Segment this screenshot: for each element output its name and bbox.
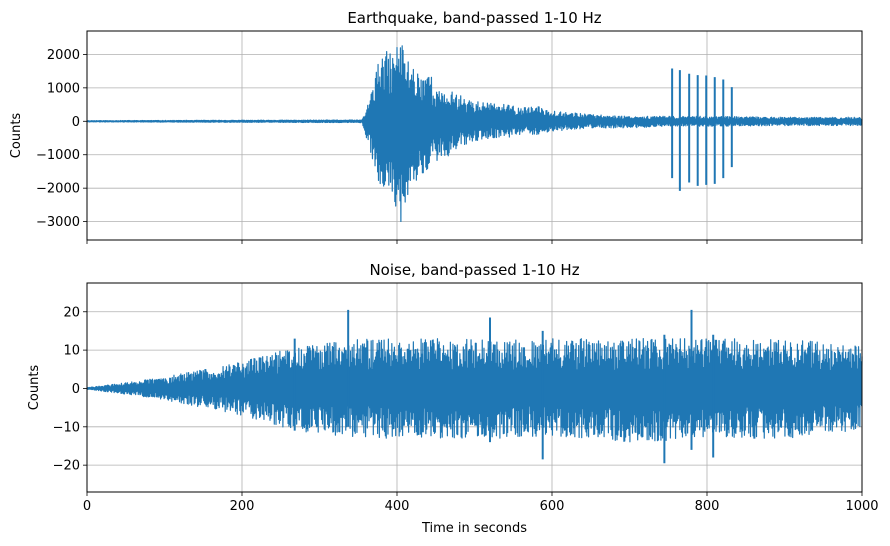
noise-ylabel: Counts xyxy=(27,365,42,411)
y-tick-label: 0 xyxy=(72,115,80,130)
earthquake-title: Earthquake, band-passed 1-10 Hz xyxy=(347,9,601,27)
y-tick-label: 10 xyxy=(63,344,80,359)
y-tick-label: −20 xyxy=(53,459,80,474)
y-tick-label: −1000 xyxy=(36,148,80,163)
y-tick-label: −10 xyxy=(53,420,80,435)
earthquake-plot-area xyxy=(87,31,862,240)
noise-title: Noise, band-passed 1-10 Hz xyxy=(369,261,579,279)
waveform-line xyxy=(86,45,863,223)
noise-panel: 0 200 400 600 800 1000 −20 −10 0 10 20 Noise, band… xyxy=(27,261,879,536)
noise-ticks: 0 200 400 600 800 1000 −20 −10 0 10 20 xyxy=(53,305,879,514)
waveform-line xyxy=(86,338,863,443)
x-tick-label: 600 xyxy=(540,499,565,514)
earthquake-axes-frame xyxy=(86,30,863,241)
earthquake-series xyxy=(86,45,863,223)
earthquake-ticks: −3000 −2000 −1000 0 1000 2000 xyxy=(36,48,863,244)
y-tick-label: 0 xyxy=(72,382,80,397)
y-tick-label: −3000 xyxy=(36,215,80,230)
noise-xlabel: Time in seconds xyxy=(421,521,527,536)
noise-axes-frame xyxy=(86,282,863,493)
y-tick-label: 20 xyxy=(63,305,80,320)
earthquake-ylabel: Counts xyxy=(9,113,24,159)
x-tick-label: 1000 xyxy=(845,499,878,514)
x-tick-label: 200 xyxy=(230,499,255,514)
y-tick-label: −2000 xyxy=(36,182,80,197)
y-tick-label: 1000 xyxy=(47,81,80,96)
earthquake-panel: −3000 −2000 −1000 0 1000 2000 Earthquake, ban… xyxy=(9,9,863,244)
x-tick-label: 800 xyxy=(695,499,720,514)
noise-series xyxy=(86,309,863,464)
x-tick-label: 400 xyxy=(385,499,410,514)
x-tick-label: 0 xyxy=(83,499,91,514)
y-tick-label: 2000 xyxy=(47,48,80,63)
